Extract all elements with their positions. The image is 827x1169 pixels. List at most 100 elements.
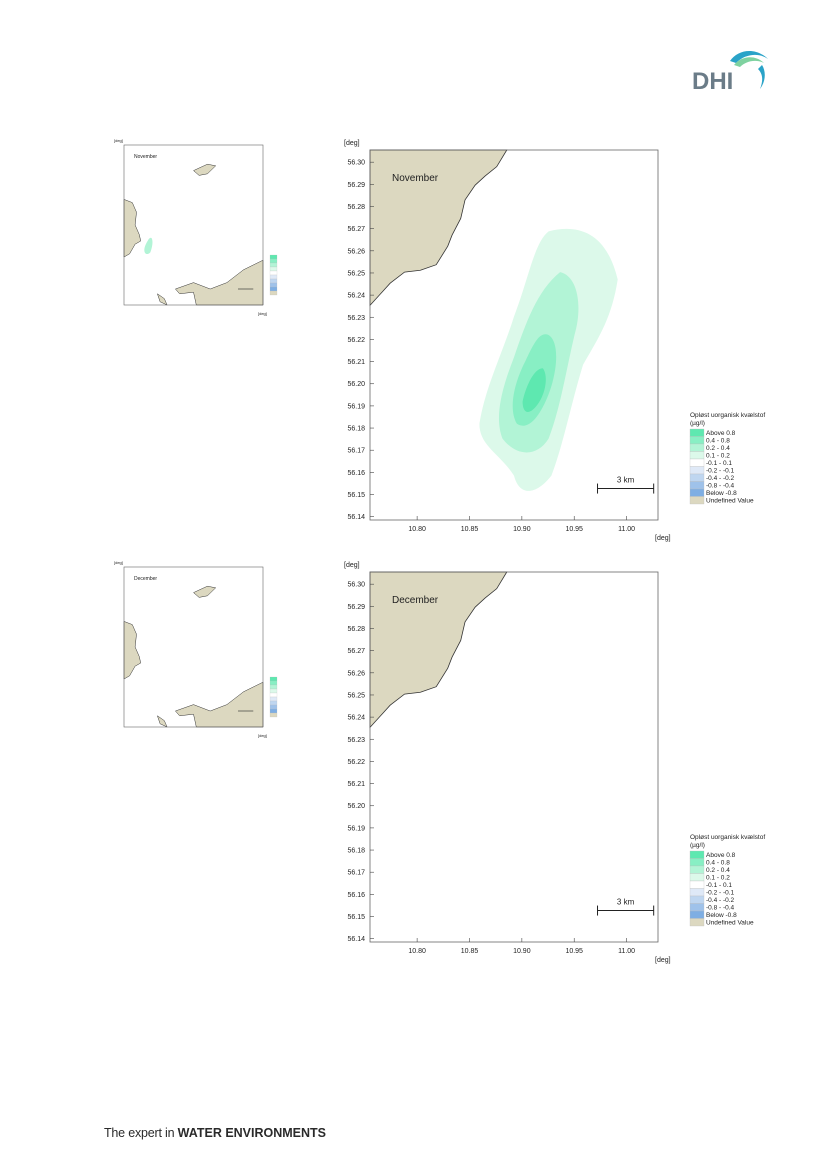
legend-swatch [689,850,705,859]
overview-legend-swatch [269,704,278,710]
overview-land-west [123,199,141,258]
x-tick-label: 10.90 [513,526,531,533]
legend-label: Undefined Value [706,498,754,505]
y-tick-label: 56.15 [347,914,365,921]
y-tick-label: 56.26 [347,248,365,255]
legend-swatch [689,496,705,505]
legend-title: Opløst uorganisk kvælstof [690,834,765,841]
legend-unit: (µg/l) [690,420,705,427]
y-unit-label: [deg] [344,140,360,147]
footer-bold: WATER ENVIRONMENTS [177,1126,327,1140]
overview-legend-swatch [269,274,278,280]
legend-label: 0.2 - 0.4 [706,867,730,874]
legend-swatch [689,428,705,437]
legend-label: 0.1 - 0.2 [706,453,730,460]
overview-island [193,163,217,176]
legend-swatch [689,873,705,882]
land-area [369,149,508,307]
legend-swatch [689,458,705,467]
y-tick-label: 56.29 [347,604,365,611]
overview-islet [156,715,168,728]
overview-legend-swatch [269,700,278,706]
y-tick-label: 56.23 [347,315,365,322]
legend-swatch [689,880,705,889]
y-tick-label: 56.30 [347,160,365,167]
overview-islet [156,293,168,306]
y-unit-label: [deg] [344,562,360,569]
y-tick-label: 56.14 [347,936,365,943]
footer-tagline: The expert in WATER ENVIRONMENTS [104,1126,326,1140]
y-tick-label: 56.20 [347,803,365,810]
legend-swatch [689,481,705,490]
overview-plume [144,237,153,255]
overview-panel-0: November [deg] [deg] [114,138,278,316]
y-tick-label: 56.21 [347,359,365,366]
overview-legend-swatch [269,254,278,260]
y-tick-label: 56.27 [347,648,365,655]
y-tick-label: 56.27 [347,226,365,233]
overview-legend-swatch [269,680,278,686]
overview-legend-swatch [269,286,278,292]
legend-swatch [689,865,705,874]
legend-label: 0.4 - 0.8 [706,860,730,867]
x-unit-label: [deg] [655,957,671,964]
overview-land-west [123,621,141,680]
x-tick-label: 10.80 [408,526,426,533]
legend-title: Opløst uorganisk kvælstof [690,412,765,419]
y-tick-label: 56.28 [347,626,365,633]
overview-legend-swatch [269,282,278,288]
legend-swatch [689,910,705,919]
overview-legend-swatch [269,676,278,682]
x-tick-label: 10.95 [565,526,583,533]
legend-label: Below -0.8 [706,490,737,497]
overview-legend-swatch [269,688,278,694]
legend-swatch [689,466,705,475]
overview-legend-swatch [269,692,278,698]
y-tick-label: 56.16 [347,892,365,899]
y-tick-label: 56.25 [347,270,365,277]
legend-swatch [689,443,705,452]
overview-month-label: November [134,154,157,160]
scale-bar-label: 3 km [617,476,635,485]
overview-legend-swatch [269,266,278,272]
y-tick-label: 56.19 [347,403,365,410]
overview-legend-swatch [269,262,278,268]
legend-label: Above 0.8 [706,852,736,859]
y-tick-label: 56.25 [347,692,365,699]
x-tick-label: 10.85 [461,526,479,533]
legend-label: 0.1 - 0.2 [706,875,730,882]
legend-label: -0.8 - -0.4 [706,483,735,490]
overview-legend-swatch [269,290,278,296]
legend-label: -0.8 - -0.4 [706,905,735,912]
legend-label: 0.2 - 0.4 [706,445,730,452]
legend-swatch [689,888,705,897]
y-tick-label: 56.16 [347,470,365,477]
overview-unit-label: [deg] [114,560,123,565]
map-panel-1: 56.30 56.29 56.28 56.27 56.26 56.25 56.24 56.23… [344,562,765,964]
y-tick-label: 56.22 [347,759,365,766]
legend-label: -0.2 - -0.1 [706,890,735,897]
legend-unit: (µg/l) [690,842,705,849]
overview-legend-swatch [269,684,278,690]
overview-legend-swatch [269,696,278,702]
y-tick-label: 56.18 [347,848,365,855]
y-tick-label: 56.14 [347,514,365,521]
overview-legend-swatch [269,712,278,718]
legend-label: -0.1 - 0.1 [706,882,732,889]
legend-label: Above 0.8 [706,430,736,437]
y-tick-label: 56.26 [347,670,365,677]
legend-swatch [689,903,705,912]
land-area [369,571,508,729]
scale-bar-label: 3 km [617,898,635,907]
month-label: December [392,595,439,606]
overview-legend-swatch [269,708,278,714]
x-tick-label: 10.95 [565,948,583,955]
y-tick-label: 56.30 [347,582,365,589]
x-tick-label: 10.80 [408,948,426,955]
y-tick-label: 56.24 [347,293,365,300]
x-unit-label: [deg] [655,535,671,542]
overview-frame [123,144,264,306]
overview-legend-swatch [269,258,278,264]
overview-island [193,585,217,598]
